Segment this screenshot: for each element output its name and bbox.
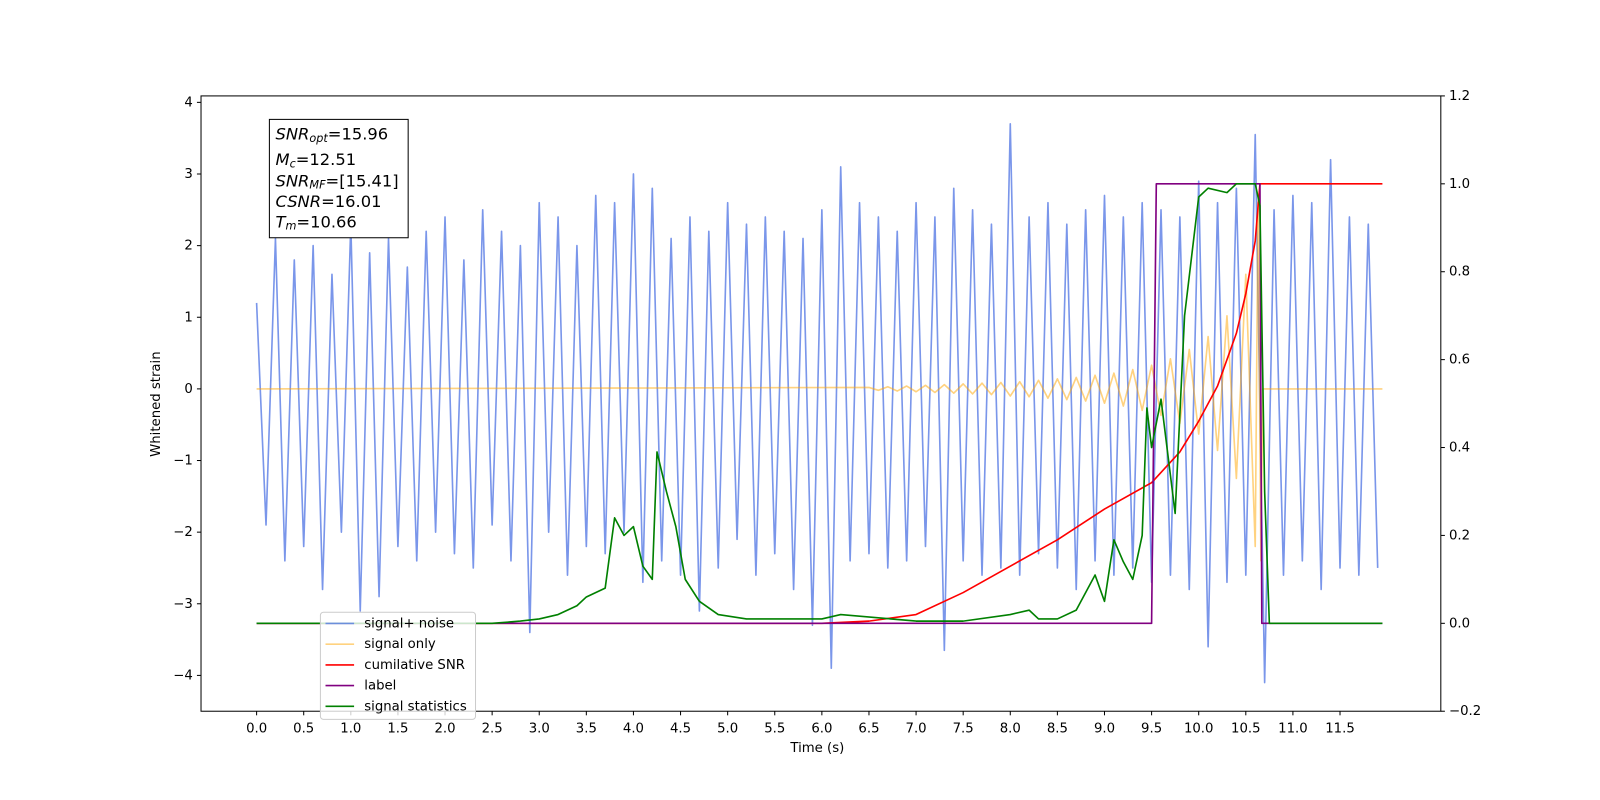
y-tick-label: −1	[173, 454, 193, 469]
x-tick-label: 3.5	[576, 722, 597, 737]
x-tick-label: 11.5	[1325, 722, 1355, 737]
legend-label: signal+ noise	[364, 616, 454, 631]
annotation: Tm=10.66	[276, 212, 357, 233]
annotation-value: =10.66	[296, 212, 356, 231]
legend-label: signal statistics	[364, 699, 467, 714]
annotation-subscript: c	[290, 157, 297, 170]
legend-label: signal only	[364, 637, 436, 652]
x-tick-label: 7.0	[906, 722, 927, 737]
annotation: Mc=12.51	[276, 150, 357, 171]
annotation-value: =12.51	[296, 150, 356, 169]
y-tick-label: 4	[184, 95, 192, 110]
x-tick-label: 4.5	[670, 722, 691, 737]
annotation-box	[268, 118, 409, 239]
x-axis-label: Time (s)	[789, 741, 844, 756]
annotation: SNRMF=[15.41]	[276, 171, 399, 192]
x-tick-label: 5.5	[764, 722, 785, 737]
x-tick-label: 11.0	[1278, 722, 1308, 737]
x-tick-label: 8.5	[1047, 722, 1068, 737]
x-tick-label: 1.5	[387, 722, 408, 737]
y-tick-label: 2	[184, 239, 192, 254]
legend-label: cumilative SNR	[364, 658, 465, 673]
series-line	[256, 201, 1383, 562]
annotation-symbol: SNR	[276, 124, 310, 143]
y2-tick-label: 1.0	[1449, 177, 1470, 192]
x-tick-label: 6.0	[811, 722, 832, 737]
x-tick-label: 10.0	[1184, 722, 1214, 737]
annotation-value: =[15.41]	[326, 171, 399, 190]
x-tick-label: 1.0	[340, 722, 361, 737]
plot-frame	[200, 95, 1442, 712]
annotation-value: =16.01	[321, 192, 381, 211]
annotation-subscript: MF	[309, 179, 326, 192]
annotation-value: =15.96	[328, 124, 388, 143]
annotation: CSNR=16.01	[276, 192, 382, 211]
x-tick-label: 5.0	[717, 722, 738, 737]
series-line	[255, 123, 1379, 684]
annotation-subscript: opt	[309, 132, 328, 145]
legend-box	[319, 611, 477, 720]
annotation-symbol: CSNR	[276, 192, 322, 211]
y-tick-label: −3	[173, 597, 193, 612]
annotation: SNRopt=15.96	[276, 124, 389, 145]
y2-tick-label: 0.4	[1449, 441, 1470, 456]
y2-tick-label: 1.2	[1449, 89, 1470, 104]
annotation-symbol: T	[276, 212, 288, 231]
y-tick-label: 0	[184, 382, 192, 397]
y-axis-label: Whitened strain	[149, 351, 164, 456]
x-tick-label: 8.0	[1000, 722, 1021, 737]
y2-tick-label: −0.2	[1449, 704, 1481, 719]
y-tick-label: −2	[173, 525, 193, 540]
x-tick-label: 0.5	[293, 722, 314, 737]
x-tick-label: 7.5	[953, 722, 974, 737]
annotation-subscript: m	[285, 220, 296, 233]
y-tick-label: 1	[184, 310, 192, 325]
y2-tick-label: 0.6	[1449, 353, 1470, 368]
legend-label: label	[364, 679, 396, 694]
x-tick-label: 4.0	[623, 722, 644, 737]
y-tick-label: 3	[184, 167, 192, 182]
y2-tick-label: 0.2	[1449, 528, 1470, 543]
series-line	[256, 182, 1383, 625]
x-tick-label: 10.5	[1231, 722, 1261, 737]
x-tick-label: 9.0	[1094, 722, 1115, 737]
y2-tick-label: 0.8	[1449, 265, 1470, 280]
x-tick-label: 3.0	[529, 722, 550, 737]
y-tick-label: −4	[173, 668, 193, 683]
x-tick-label: 2.5	[482, 722, 503, 737]
x-tick-label: 2.0	[434, 722, 455, 737]
annotation-symbol: M	[276, 150, 290, 169]
series-line	[256, 182, 1383, 625]
x-tick-label: 6.5	[858, 722, 879, 737]
x-tick-label: 9.5	[1141, 722, 1162, 737]
x-tick-label: 0.0	[246, 722, 267, 737]
y2-tick-label: 0.0	[1449, 616, 1470, 631]
annotation-symbol: SNR	[276, 171, 310, 190]
